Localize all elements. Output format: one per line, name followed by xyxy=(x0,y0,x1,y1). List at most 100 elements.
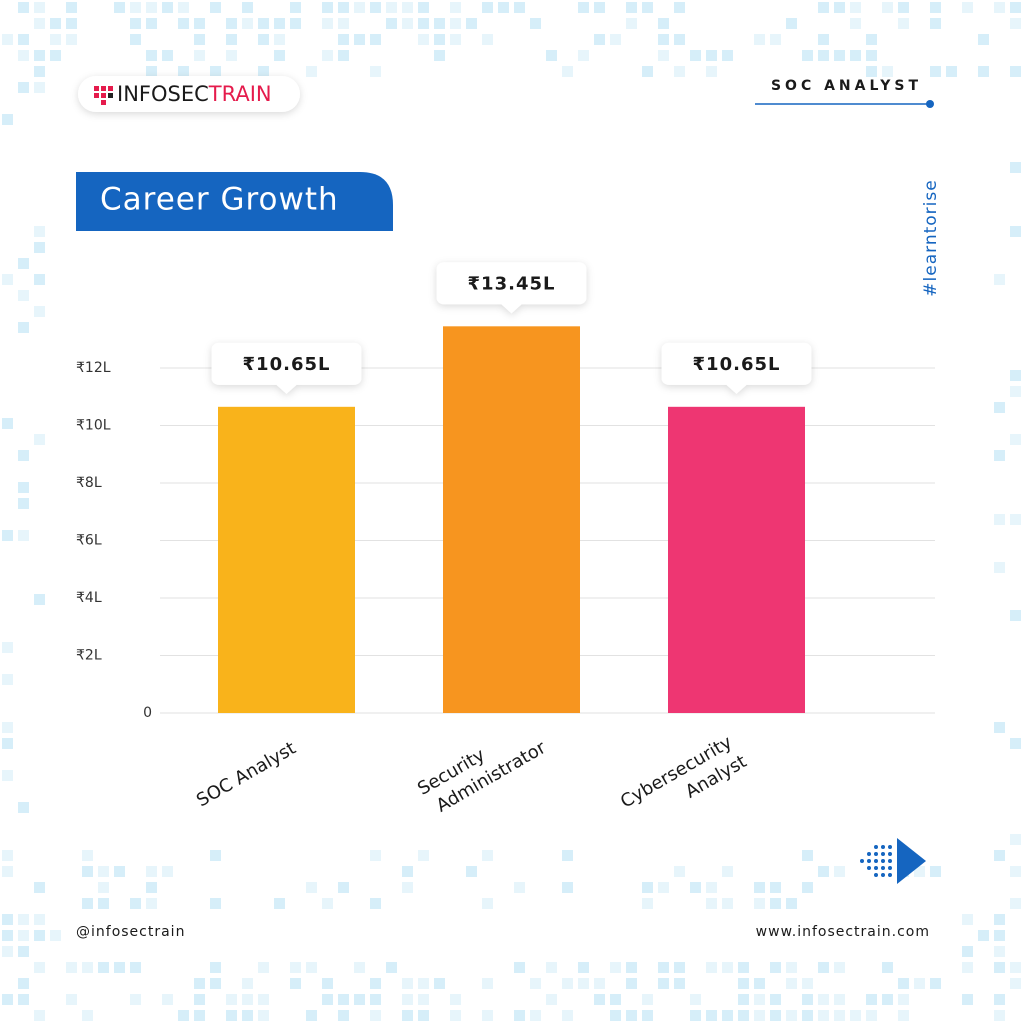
deco-square xyxy=(994,962,1005,973)
dot xyxy=(874,845,878,849)
deco-square xyxy=(450,2,461,13)
deco-square xyxy=(562,1010,573,1021)
deco-square xyxy=(258,994,269,1005)
value-label: ₹10.65L xyxy=(243,354,331,375)
deco-square xyxy=(658,34,669,45)
deco-square xyxy=(1010,226,1021,237)
deco-square xyxy=(834,962,845,973)
deco-square xyxy=(994,562,1005,573)
deco-square xyxy=(418,2,429,13)
deco-square xyxy=(674,2,685,13)
brand-second: TRAIN xyxy=(208,82,272,106)
deco-square xyxy=(2,914,13,925)
deco-square xyxy=(2,114,13,125)
deco-square xyxy=(18,450,29,461)
deco-square xyxy=(722,898,733,909)
deco-square xyxy=(1010,962,1021,973)
deco-square xyxy=(466,18,477,29)
deco-square xyxy=(18,914,29,925)
deco-square xyxy=(18,82,29,93)
deco-square xyxy=(866,66,877,77)
deco-square xyxy=(706,1010,717,1021)
deco-square xyxy=(482,2,493,13)
deco-square xyxy=(242,18,253,29)
dot xyxy=(881,873,885,877)
deco-square xyxy=(738,1010,749,1021)
deco-square xyxy=(258,1010,269,1021)
deco-square xyxy=(802,850,813,861)
deco-square xyxy=(18,34,29,45)
deco-square xyxy=(18,322,29,333)
deco-square xyxy=(98,962,109,973)
deco-square xyxy=(850,1010,861,1021)
dot xyxy=(888,866,892,870)
topic: SOC ANALYST xyxy=(771,78,922,94)
deco-square xyxy=(434,18,445,29)
deco-square xyxy=(18,530,29,541)
deco-square xyxy=(354,962,365,973)
deco-square xyxy=(962,2,973,13)
deco-square xyxy=(210,2,221,13)
deco-square xyxy=(1010,738,1021,749)
deco-square xyxy=(898,994,909,1005)
deco-square xyxy=(130,2,141,13)
deco-square xyxy=(338,1010,349,1021)
deco-square xyxy=(178,66,189,77)
deco-square xyxy=(322,18,333,29)
deco-square xyxy=(66,34,77,45)
deco-square xyxy=(482,898,493,909)
deco-square xyxy=(754,34,765,45)
deco-square xyxy=(466,866,477,877)
deco-square xyxy=(626,978,637,989)
deco-square xyxy=(882,962,893,973)
deco-square xyxy=(786,1010,797,1021)
deco-square xyxy=(274,898,285,909)
deco-square xyxy=(34,18,45,29)
deco-square xyxy=(866,34,877,45)
deco-square xyxy=(258,34,269,45)
deco-square xyxy=(178,2,189,13)
deco-square xyxy=(98,882,109,893)
dot xyxy=(888,845,892,849)
deco-square xyxy=(290,18,301,29)
deco-square xyxy=(114,866,125,877)
deco-square xyxy=(34,930,45,941)
deco-square xyxy=(546,994,557,1005)
deco-square xyxy=(290,2,301,13)
deco-square xyxy=(658,882,669,893)
deco-square xyxy=(642,882,653,893)
logo-icon xyxy=(94,86,113,105)
deco-square xyxy=(866,50,877,61)
deco-square xyxy=(370,898,381,909)
deco-square xyxy=(18,258,29,269)
deco-square xyxy=(274,34,285,45)
deco-square xyxy=(626,962,637,973)
deco-square xyxy=(98,866,109,877)
deco-square xyxy=(338,18,349,29)
deco-square xyxy=(34,274,45,285)
deco-square xyxy=(882,994,893,1005)
deco-square xyxy=(194,978,205,989)
deco-square xyxy=(162,994,173,1005)
deco-square xyxy=(642,2,653,13)
deco-square xyxy=(834,866,845,877)
deco-square xyxy=(130,18,141,29)
deco-square xyxy=(18,978,29,989)
deco-square xyxy=(994,402,1005,413)
deco-square xyxy=(786,978,797,989)
deco-square xyxy=(2,850,13,861)
deco-square xyxy=(50,18,61,29)
deco-square xyxy=(530,978,541,989)
deco-square xyxy=(594,34,605,45)
deco-square xyxy=(754,978,765,989)
deco-square xyxy=(2,642,13,653)
deco-square xyxy=(226,34,237,45)
deco-square xyxy=(514,962,525,973)
title-banner xyxy=(76,172,393,231)
deco-square xyxy=(66,2,77,13)
deco-square xyxy=(530,1010,541,1021)
deco-square xyxy=(562,850,573,861)
deco-square xyxy=(34,306,45,317)
deco-square xyxy=(242,2,253,13)
deco-square xyxy=(786,898,797,909)
